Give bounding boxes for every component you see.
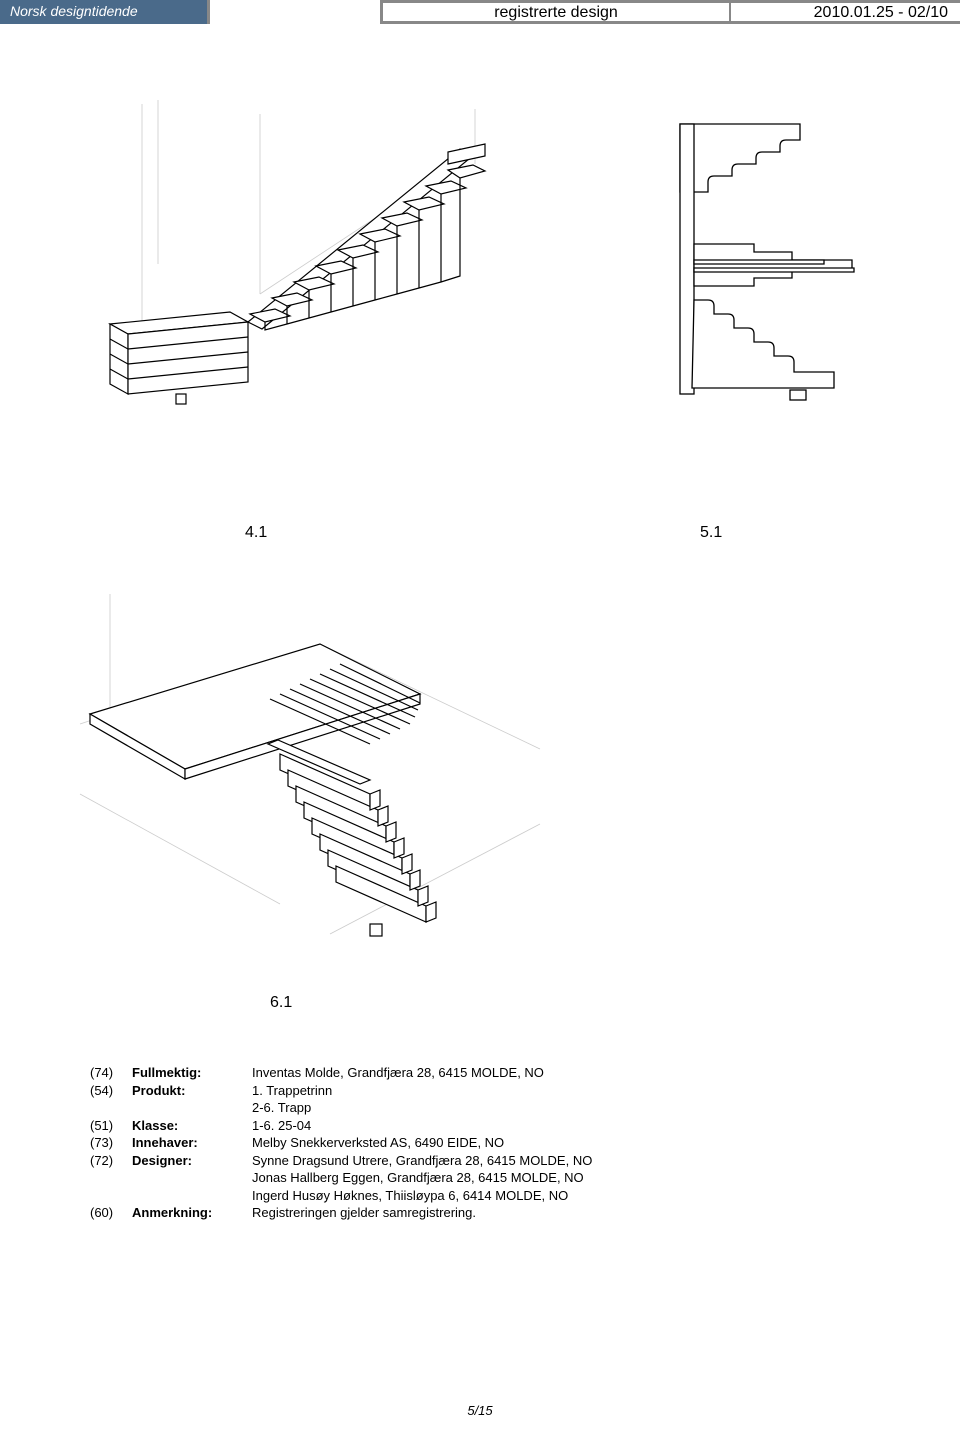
caption-row-mid: 6.1 — [0, 994, 960, 1034]
field-code: (54) — [90, 1082, 132, 1117]
field-code: (60) — [90, 1204, 132, 1222]
caption-4-1: 4.1 — [245, 524, 267, 542]
field-klasse: (51) Klasse: 1-6. 25-04 — [90, 1117, 960, 1135]
field-value: Synne Dragsund Utrere, Grandfjæra 28, 64… — [252, 1152, 960, 1205]
field-label: Anmerkning: — [132, 1204, 252, 1222]
caption-5-1: 5.1 — [700, 524, 722, 542]
field-code: (74) — [90, 1064, 132, 1082]
figure-5-1 — [590, 104, 880, 414]
header-spacer — [210, 0, 380, 24]
field-value: Melby Snekkerverksted AS, 6490 EIDE, NO — [252, 1134, 960, 1152]
field-value: Registreringen gjelder samregistrering. — [252, 1204, 960, 1222]
field-anmerkning: (60) Anmerkning: Registreringen gjelder … — [90, 1204, 960, 1222]
header-row: Norsk designtidende registrerte design 2… — [0, 0, 960, 24]
field-designer: (72) Designer: Synne Dragsund Utrere, Gr… — [90, 1152, 960, 1205]
bibliographic-data: (74) Fullmektig: Inventas Molde, Grandfj… — [90, 1064, 960, 1222]
figure-6-1 — [70, 584, 550, 984]
field-code: (73) — [90, 1134, 132, 1152]
figure-4-1 — [80, 94, 500, 414]
field-value: 1-6. 25-04 — [252, 1117, 960, 1135]
caption-row-top: 4.1 5.1 — [0, 524, 960, 564]
caption-6-1: 6.1 — [270, 994, 292, 1012]
field-produkt: (54) Produkt: 1. Trappetrinn 2-6. Trapp — [90, 1082, 960, 1117]
figure-row-top — [0, 94, 960, 524]
field-value: 1. Trappetrinn 2-6. Trapp — [252, 1082, 960, 1117]
figure-row-mid — [0, 564, 960, 994]
header-section-title: registrerte design — [380, 0, 730, 24]
field-value: Inventas Molde, Grandfjæra 28, 6415 MOLD… — [252, 1064, 960, 1082]
field-label: Produkt: — [132, 1082, 252, 1117]
page: Norsk designtidende registrerte design 2… — [0, 0, 960, 1436]
field-label: Klasse: — [132, 1117, 252, 1135]
page-number: 5/15 — [0, 1403, 960, 1418]
field-label: Fullmektig: — [132, 1064, 252, 1082]
field-label: Designer: — [132, 1152, 252, 1205]
field-innehaver: (73) Innehaver: Melby Snekkerverksted AS… — [90, 1134, 960, 1152]
field-label: Innehaver: — [132, 1134, 252, 1152]
field-fullmektig: (74) Fullmektig: Inventas Molde, Grandfj… — [90, 1064, 960, 1082]
field-code: (72) — [90, 1152, 132, 1205]
field-code: (51) — [90, 1117, 132, 1135]
header-issue-date: 2010.01.25 - 02/10 — [730, 0, 960, 24]
publication-logo: Norsk designtidende — [0, 0, 210, 24]
